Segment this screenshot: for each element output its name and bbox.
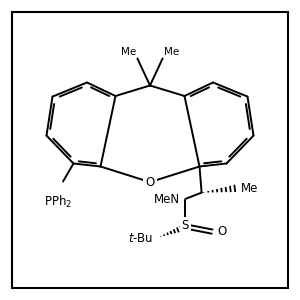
- Text: MeN: MeN: [154, 193, 180, 206]
- Text: Me: Me: [164, 47, 179, 57]
- Text: O: O: [218, 225, 227, 238]
- Text: Me: Me: [121, 47, 136, 57]
- Text: PPh$_2$: PPh$_2$: [44, 194, 73, 210]
- Text: O: O: [146, 176, 154, 189]
- Text: $t$-Bu: $t$-Bu: [128, 232, 154, 245]
- Text: S: S: [182, 219, 189, 232]
- Text: Me: Me: [241, 182, 258, 195]
